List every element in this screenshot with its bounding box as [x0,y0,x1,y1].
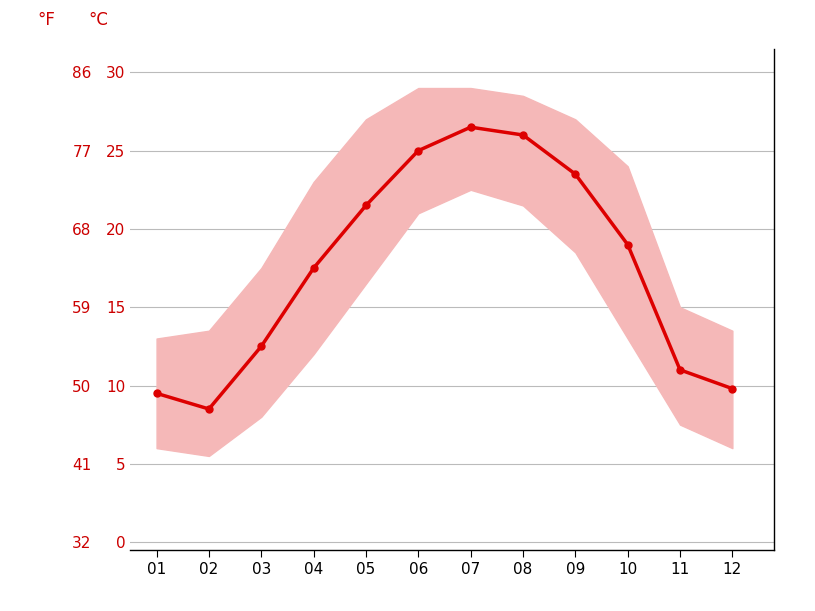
Text: °F: °F [37,11,55,29]
Text: °C: °C [88,11,108,29]
